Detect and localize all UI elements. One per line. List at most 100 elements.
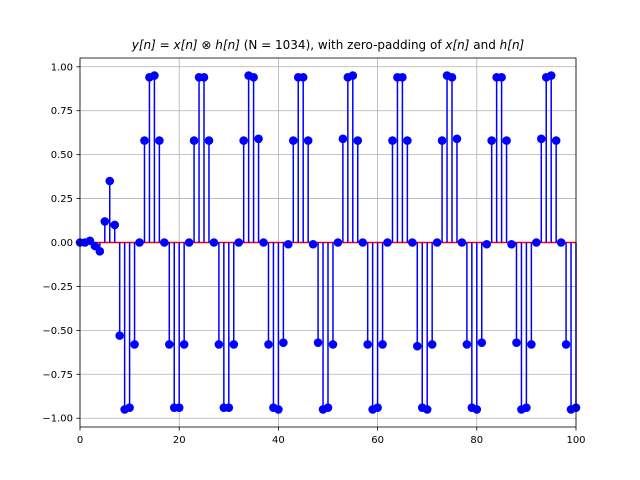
axes: 0 20 40 60 80 100 −1.00 −0.75 −0.50 −0.25 0.00 0.25… (42, 57, 586, 446)
title-x-n-2: x[n] (444, 38, 469, 52)
marker-36 (254, 134, 263, 144)
marker-4 (95, 246, 105, 256)
marker-32 (234, 238, 244, 247)
title-n-note: (N = 1034), with zero-padding of (240, 38, 445, 52)
x-tick-label-2: 40 (272, 435, 285, 446)
x-tick-label-3: 60 (371, 435, 384, 446)
y-tick-label-0: −1.00 (42, 414, 73, 425)
marker-72 (432, 238, 442, 247)
markers (75, 71, 581, 414)
marker-16 (155, 136, 164, 145)
marker-17 (160, 238, 169, 247)
marker-47 (308, 239, 318, 249)
marker-31 (229, 340, 239, 349)
marker-66 (403, 136, 412, 145)
marker-11 (130, 340, 139, 349)
marker-95 (546, 71, 556, 80)
marker-48 (313, 338, 323, 347)
y-tick-label-4: 0.00 (51, 238, 73, 249)
marker-70 (422, 405, 432, 414)
marker-73 (437, 136, 447, 145)
x-tick-label-0: 0 (77, 435, 83, 446)
marker-50 (323, 403, 333, 412)
marker-86 (502, 136, 511, 145)
y-tick-label-3: −0.25 (42, 282, 73, 293)
marker-87 (507, 239, 516, 249)
marker-91 (527, 340, 536, 349)
marker-71 (427, 340, 437, 349)
marker-68 (412, 341, 422, 351)
marker-22 (184, 238, 194, 247)
x-tick-label-5: 100 (566, 435, 585, 446)
marker-7 (110, 220, 120, 230)
x-tick-label-1: 20 (173, 435, 186, 446)
marker-45 (298, 73, 308, 82)
marker-27 (209, 238, 219, 247)
marker-77 (457, 238, 467, 247)
marker-57 (358, 238, 368, 247)
y-tick-label-8: 1.00 (51, 62, 73, 73)
marker-92 (532, 238, 541, 247)
y-tick-label-6: 0.50 (51, 150, 73, 161)
marker-23 (189, 136, 199, 145)
marker-75 (447, 73, 457, 82)
marker-53 (338, 134, 348, 144)
marker-15 (150, 71, 159, 80)
marker-46 (303, 136, 313, 145)
marker-6 (105, 176, 115, 186)
marker-96 (551, 136, 561, 145)
title-y-n: y[n] (131, 38, 156, 52)
marker-40 (274, 405, 283, 414)
marker-85 (497, 73, 506, 82)
marker-42 (284, 239, 293, 249)
marker-51 (328, 340, 338, 349)
marker-62 (383, 238, 392, 247)
marker-76 (452, 134, 462, 144)
marker-56 (353, 136, 363, 145)
marker-12 (135, 238, 144, 247)
marker-65 (398, 73, 407, 82)
marker-93 (536, 134, 546, 144)
marker-33 (239, 136, 248, 145)
x-tick-label-4: 80 (470, 435, 483, 446)
marker-67 (408, 238, 417, 247)
marker-88 (512, 338, 521, 347)
y-tick-label-1: −0.75 (42, 370, 73, 381)
marker-83 (487, 136, 496, 145)
marker-43 (288, 136, 298, 145)
title-h-n: h[n] (215, 38, 240, 52)
marker-58 (363, 340, 372, 349)
marker-82 (482, 239, 492, 249)
title-and-word: and (469, 38, 499, 52)
marker-81 (477, 338, 487, 347)
marker-60 (373, 403, 382, 412)
marker-10 (125, 403, 134, 412)
y-tick-label-7: 0.75 (51, 106, 73, 117)
marker-78 (462, 340, 472, 349)
marker-80 (472, 405, 482, 414)
marker-25 (199, 73, 209, 82)
marker-41 (279, 338, 288, 347)
marker-18 (164, 340, 174, 349)
marker-8 (115, 331, 124, 340)
chart-title: y[n] = x[n] ⊗ h[n] (N = 1034), with zero… (131, 38, 525, 52)
marker-20 (174, 403, 184, 412)
marker-38 (264, 340, 273, 349)
title-equals: = (156, 38, 174, 52)
y-tick-label-5: 0.25 (51, 194, 73, 205)
marker-30 (224, 403, 234, 412)
marker-90 (522, 403, 531, 412)
marker-28 (214, 340, 224, 349)
marker-52 (333, 238, 343, 247)
marker-26 (204, 136, 214, 145)
marker-63 (388, 136, 397, 145)
title-h-n-2: h[n] (500, 38, 525, 52)
y-tick-label-2: −0.50 (42, 326, 73, 337)
marker-13 (140, 136, 149, 145)
title-x-n: x[n] (173, 38, 198, 52)
marker-35 (249, 73, 258, 82)
marker-5 (100, 217, 110, 226)
marker-37 (259, 238, 268, 247)
title-conv-op: ⊗ (198, 38, 216, 52)
